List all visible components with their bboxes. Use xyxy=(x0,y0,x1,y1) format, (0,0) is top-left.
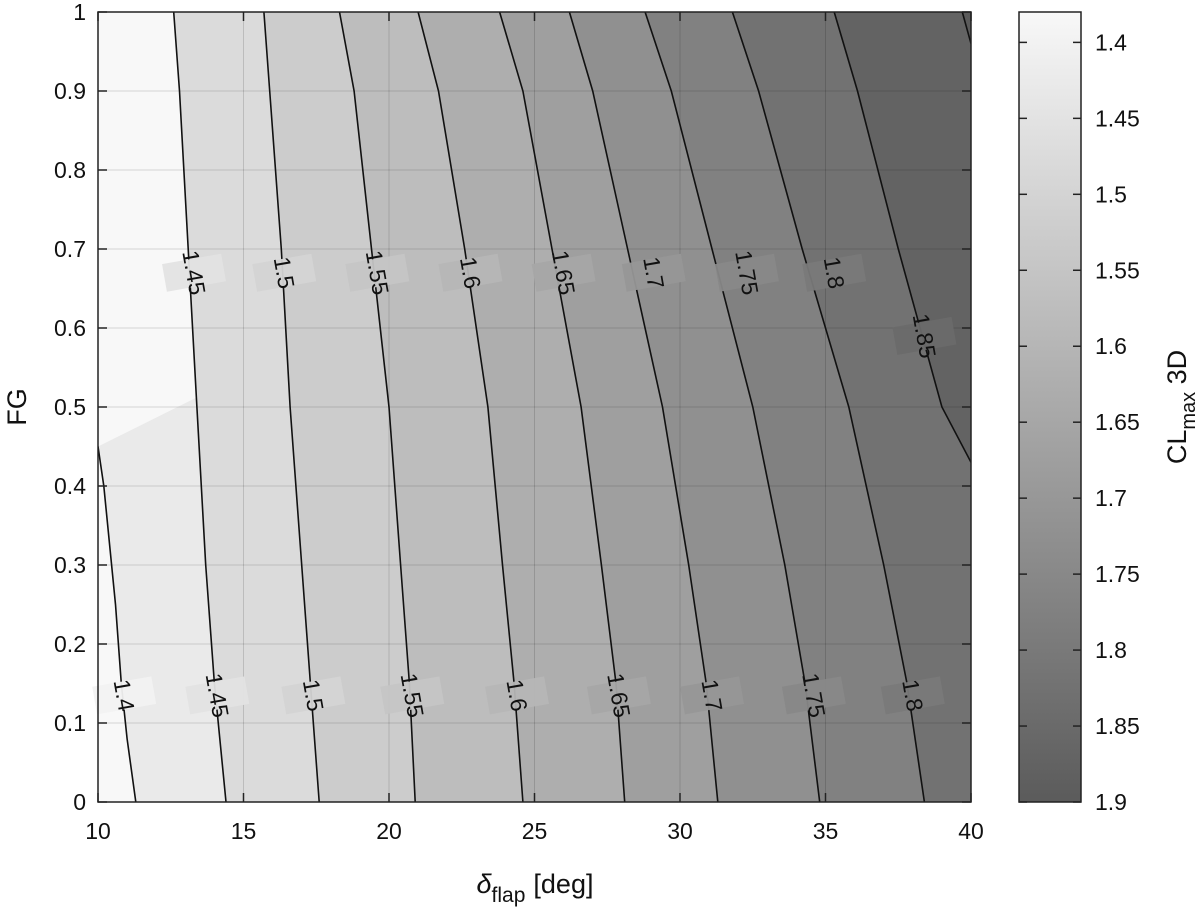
contour-label: 1.7 xyxy=(638,255,669,291)
x-tick-label: 20 xyxy=(376,818,402,844)
contour-label: 1.6 xyxy=(501,677,532,713)
colorbar-tick-label: 1.55 xyxy=(1095,257,1140,283)
contour-label: 1.8 xyxy=(897,677,928,713)
colorbar-title-subscript: max xyxy=(1178,392,1200,430)
contour-label: 1.7 xyxy=(696,677,727,713)
contour-label: 1.8 xyxy=(819,255,850,291)
contour-label-gap xyxy=(92,676,157,715)
y-axis-ticks: 0 0.1 0.2 0.3 0.4 0.5 0.6 0.7 0.8 0.9 1 xyxy=(54,0,971,815)
colorbar-tick-label: 1.45 xyxy=(1095,105,1140,131)
x-axis-subscript: flap xyxy=(492,884,526,907)
contour-fill-bands xyxy=(98,12,971,802)
contour-label-gap xyxy=(880,676,945,715)
colorbar-title-main: CL xyxy=(1162,430,1192,465)
y-tick-label: 0.6 xyxy=(54,315,86,341)
colorbar-tick-label: 1.65 xyxy=(1095,409,1140,435)
contour-line-1.4 xyxy=(98,446,137,802)
x-tick-label: 30 xyxy=(667,818,693,844)
y-tick-label: 0.3 xyxy=(54,552,86,578)
colorbar-title-suffix: 3D xyxy=(1162,350,1192,392)
contour-label-gap xyxy=(531,253,596,292)
y-axis-title: FG xyxy=(2,388,32,426)
colorbar-tick-label: 1.75 xyxy=(1095,561,1140,587)
y-tick-label: 0.5 xyxy=(54,394,86,420)
contour-label-gap xyxy=(485,676,550,715)
colorbar-tick-label: 1.9 xyxy=(1095,789,1127,815)
colorbar-tick-label: 1.8 xyxy=(1095,637,1127,663)
x-axis-unit: [deg] xyxy=(533,869,593,899)
contour-labels: 1.45 1.5 1.55 1.6 1.65 1.7 1.75 1.81.851.4 1.45 1… xyxy=(92,248,957,720)
colorbar-ticks: 1.4 1.45 1.5 1.55 1.6 1.65 1.7 1.75 1.8 1.85 1.9 xyxy=(1019,29,1140,815)
colorbar-tick-label: 1.6 xyxy=(1095,333,1127,359)
contour-label-gap xyxy=(621,253,686,292)
y-tick-label: 0.1 xyxy=(54,710,86,736)
band-1.85 xyxy=(834,12,971,463)
contour-line-1.85 xyxy=(833,12,971,463)
contour-label-gap xyxy=(281,676,346,715)
y-tick-label: 0.9 xyxy=(54,78,86,104)
contour-label-gap xyxy=(252,253,317,292)
contour-label-gap xyxy=(802,253,867,292)
y-tick-label: 0.8 xyxy=(54,157,86,183)
contour-label-gap xyxy=(680,676,744,715)
contour-label-gap xyxy=(892,316,957,355)
colorbar-title: CLmax 3D xyxy=(1162,350,1200,464)
x-tick-label: 40 xyxy=(958,818,984,844)
y-tick-label: 1 xyxy=(73,0,86,25)
colorbar-tick-label: 1.7 xyxy=(1095,485,1127,511)
colorbar-tick-label: 1.4 xyxy=(1095,29,1127,55)
x-axis-title: δflap [deg] xyxy=(477,869,594,907)
contour-label-gap xyxy=(714,253,779,292)
y-tick-label: 0 xyxy=(73,789,86,815)
x-tick-label: 25 xyxy=(522,818,548,844)
contour-label-gap xyxy=(586,676,651,715)
contour-label-gap xyxy=(781,676,846,715)
contour-label-gap xyxy=(345,253,410,292)
y-tick-label: 0.4 xyxy=(54,473,86,499)
colorbar-tick-label: 1.85 xyxy=(1095,713,1140,739)
x-tick-label: 10 xyxy=(85,818,111,844)
contour-label: 1.5 xyxy=(269,255,300,291)
x-tick-label: 35 xyxy=(813,818,839,844)
contour-label: 1.6 xyxy=(455,255,486,291)
x-axis-ticks: 10 15 20 25 30 35 40 xyxy=(85,12,984,844)
contour-label-gap xyxy=(380,676,445,715)
contour-label-gap xyxy=(162,253,227,292)
contour-label-gap xyxy=(185,676,250,715)
colorbar xyxy=(1018,11,1082,803)
y-tick-label: 0.2 xyxy=(54,631,86,657)
colorbar-tick-label: 1.5 xyxy=(1095,181,1127,207)
contour-label: 1.4 xyxy=(109,677,140,713)
contour-label: 1.5 xyxy=(298,677,329,713)
x-tick-label: 15 xyxy=(231,818,257,844)
contour-line-1.9 xyxy=(961,12,971,44)
contour-label-gap xyxy=(438,253,503,292)
y-tick-label: 0.7 xyxy=(54,236,86,262)
x-axis-symbol: δ xyxy=(477,869,493,899)
